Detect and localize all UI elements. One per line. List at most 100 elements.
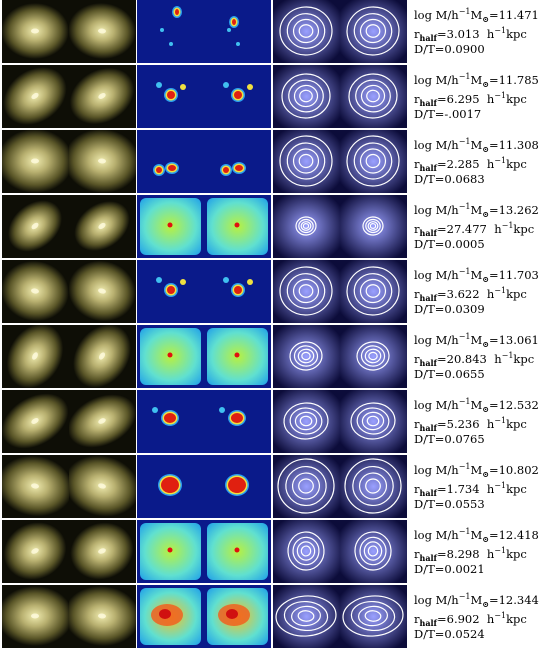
optical-image-panel — [69, 130, 136, 193]
optical-image-panel — [2, 520, 69, 583]
optical-image-panel — [2, 455, 69, 518]
galaxy-row: log M/h−1M⊙=11.308 rhalf=2.285 h−1kpc D/T=… — [0, 130, 550, 193]
mass-map-panel — [204, 520, 271, 583]
mass-value: 11.785 — [498, 73, 539, 87]
galaxy-row: log M/h−1M⊙=11.471 rhalf=3.013 h−1kpc D/T=… — [0, 0, 550, 63]
mass-line: log M/h−1M⊙=12.344 — [414, 592, 539, 609]
galaxy-row: log M/h−1M⊙=11.703 rhalf=3.622 h−1kpc D/T=… — [0, 260, 550, 323]
galaxy-properties: log M/h−1M⊙=11.703 rhalf=3.622 h−1kpc D/T=… — [414, 262, 550, 319]
contour-panel — [340, 390, 407, 453]
mass-line: log M/h−1M⊙=11.703 — [414, 267, 539, 284]
optical-image-panel — [2, 325, 69, 388]
optical-image-panel — [2, 260, 69, 323]
rhalf-line: rhalf=3.622 h−1kpc — [414, 286, 527, 303]
dt-value: 0.0309 — [444, 302, 485, 316]
mass-value: 11.703 — [498, 268, 539, 282]
mass-line: log M/h−1M⊙=11.308 — [414, 137, 539, 154]
mass-map-panel — [204, 130, 271, 193]
galaxy-row: log M/h−1M⊙=12.418 rhalf=8.298 h−1kpc D/T=… — [0, 520, 550, 583]
galaxy-properties: log M/h−1M⊙=10.802 rhalf=1.734 h−1kpc D/T=… — [414, 457, 550, 514]
contour-panel — [340, 325, 407, 388]
mass-value: 12.418 — [498, 528, 539, 542]
dt-value: 0.0683 — [444, 172, 485, 186]
optical-image-panel — [69, 65, 136, 128]
mass-value: 12.532 — [498, 398, 539, 412]
galaxy-properties: log M/h−1M⊙=12.532 rhalf=5.236 h−1kpc D/T=… — [414, 392, 550, 449]
dt-value: 0.0021 — [444, 562, 485, 576]
mass-value: 11.471 — [498, 8, 539, 22]
contour-panel — [340, 585, 407, 648]
mass-map-panel — [137, 0, 204, 63]
mass-map-panel — [204, 390, 271, 453]
mass-line: log M/h−1M⊙=10.802 — [414, 462, 539, 479]
rhalf-value: 1.734 — [446, 482, 480, 496]
mass-map-panel — [137, 390, 204, 453]
optical-image-panel — [69, 325, 136, 388]
mass-map-panel — [137, 195, 204, 258]
rhalf-value: 20.843 — [446, 352, 487, 366]
rhalf-line: rhalf=6.902 h−1kpc — [414, 611, 527, 628]
contour-panel — [340, 65, 407, 128]
contour-panel — [273, 260, 340, 323]
optical-image-panel — [2, 0, 69, 63]
dt-line: D/T=0.0683 — [414, 172, 485, 186]
optical-image-panel — [69, 585, 136, 648]
contour-panel — [340, 130, 407, 193]
rhalf-line: rhalf=2.285 h−1kpc — [414, 156, 527, 173]
rhalf-line: rhalf=6.295 h−1kpc — [414, 91, 527, 108]
mass-map-panel — [137, 585, 204, 648]
mass-map-panel — [204, 325, 271, 388]
contour-panel — [340, 0, 407, 63]
mass-value: 13.262 — [498, 203, 539, 217]
dt-line: D/T=0.0021 — [414, 562, 485, 576]
rhalf-value: 5.236 — [446, 417, 480, 431]
mass-map-panel — [204, 0, 271, 63]
rhalf-line: rhalf=5.236 h−1kpc — [414, 416, 527, 433]
mass-map-panel — [204, 455, 271, 518]
contour-panel — [340, 195, 407, 258]
rhalf-value: 27.477 — [446, 222, 487, 236]
mass-value: 10.802 — [498, 463, 539, 477]
dt-line: D/T=0.0655 — [414, 367, 485, 381]
mass-value: 11.308 — [498, 138, 539, 152]
mass-map-panel — [204, 65, 271, 128]
dt-value: 0.0553 — [444, 497, 485, 511]
mass-map-panel — [137, 65, 204, 128]
galaxy-properties: log M/h−1M⊙=12.344 rhalf=6.902 h−1kpc D/T=… — [414, 587, 550, 644]
mass-map-panel — [137, 260, 204, 323]
contour-panel — [273, 130, 340, 193]
dt-value: 0.0005 — [444, 237, 485, 251]
contour-panel — [273, 585, 340, 648]
dt-line: D/T=0.0309 — [414, 302, 485, 316]
dt-value: -.0017 — [444, 107, 482, 121]
rhalf-line: rhalf=3.013 h−1kpc — [414, 26, 527, 43]
galaxy-properties: log M/h−1M⊙=11.785 rhalf=6.295 h−1kpc D/T=… — [414, 67, 550, 124]
mass-map-panel — [204, 260, 271, 323]
contour-panel — [340, 520, 407, 583]
mass-line: log M/h−1M⊙=12.532 — [414, 397, 539, 414]
contour-panel — [273, 455, 340, 518]
mass-value: 12.344 — [498, 593, 539, 607]
galaxy-row: log M/h−1M⊙=10.802 rhalf=1.734 h−1kpc D/T=… — [0, 455, 550, 518]
rhalf-value: 8.298 — [446, 547, 480, 561]
galaxy-properties: log M/h−1M⊙=12.418 rhalf=8.298 h−1kpc D/T=… — [414, 522, 550, 579]
optical-image-panel — [2, 65, 69, 128]
optical-image-panel — [69, 455, 136, 518]
mass-line: log M/h−1M⊙=13.061 — [414, 332, 539, 349]
galaxy-properties: log M/h−1M⊙=13.061 rhalf=20.843 h−1kpc D/T… — [414, 327, 550, 384]
mass-line: log M/h−1M⊙=11.785 — [414, 72, 539, 89]
mass-map-panel — [137, 130, 204, 193]
dt-value: 0.0765 — [444, 432, 485, 446]
dt-value: 0.0655 — [444, 367, 485, 381]
mass-map-panel — [137, 520, 204, 583]
rhalf-line: rhalf=8.298 h−1kpc — [414, 546, 527, 563]
rhalf-value: 2.285 — [446, 157, 480, 171]
rhalf-value: 6.902 — [446, 612, 480, 626]
dt-line: D/T=0.0524 — [414, 627, 485, 641]
optical-image-panel — [69, 260, 136, 323]
optical-image-panel — [2, 585, 69, 648]
optical-image-panel — [2, 130, 69, 193]
mass-line: log M/h−1M⊙=11.471 — [414, 7, 539, 24]
rhalf-value: 3.622 — [446, 287, 480, 301]
